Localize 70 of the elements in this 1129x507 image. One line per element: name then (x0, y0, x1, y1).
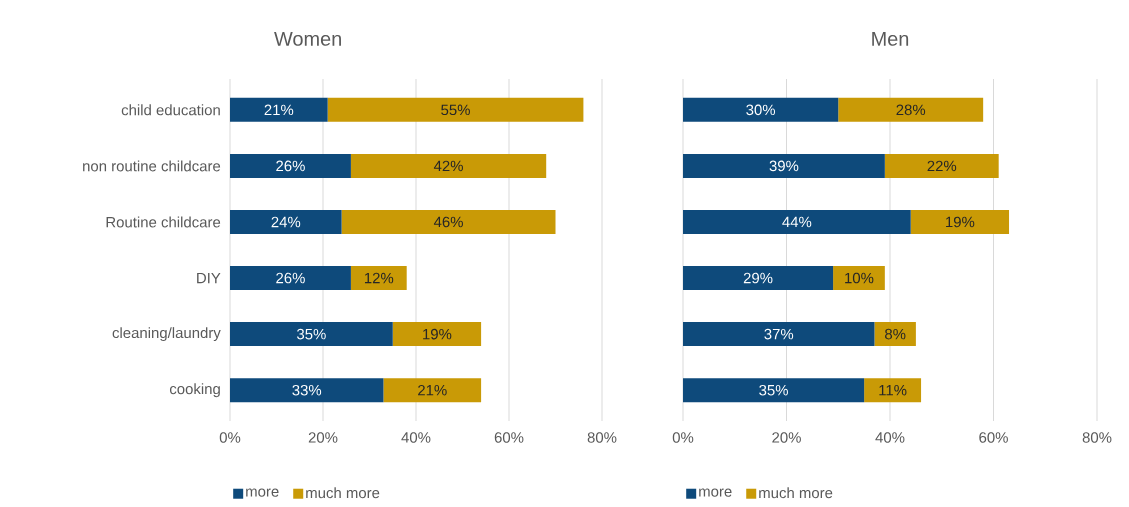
data-label: 26% (276, 160, 305, 172)
x-tick-label: 40% (401, 432, 431, 443)
bar (230, 97, 328, 122)
data-label: 19% (946, 216, 975, 228)
x-tick-label: 0% (672, 432, 694, 443)
bar (683, 266, 834, 291)
bar (683, 209, 911, 234)
bar (833, 266, 885, 291)
data-label: 44% (782, 216, 812, 228)
data-label: 21% (418, 384, 447, 396)
data-label: 29% (743, 272, 773, 284)
legend-label: much more (759, 487, 833, 499)
data-label: 35% (296, 328, 326, 340)
data-label: 10% (845, 272, 874, 284)
legend-label: more (246, 488, 279, 497)
x-tick-label: 0% (219, 432, 241, 443)
x-tick-label: 60% (494, 432, 524, 443)
data-label: 22% (927, 160, 957, 172)
bar (683, 97, 839, 122)
y-tick-label: non routine childcare (83, 160, 221, 172)
bar (392, 322, 482, 347)
bar (683, 378, 865, 403)
data-label: 26% (276, 272, 305, 284)
data-label: 21% (264, 104, 294, 116)
bar (838, 97, 984, 122)
y-tick-label: cooking (169, 383, 220, 398)
y-tick-label: Routine childcare (106, 216, 221, 228)
bar (341, 209, 556, 234)
bar (864, 378, 922, 403)
x-tick-label: 80% (587, 432, 617, 443)
bar (683, 153, 885, 178)
data-label: 24% (271, 216, 301, 228)
legend-label: much more (306, 487, 380, 499)
bar (327, 97, 584, 122)
data-label: 19% (423, 328, 452, 340)
data-label: 55% (441, 104, 470, 116)
data-label: 12% (364, 272, 394, 284)
chart-title: Women (274, 31, 341, 46)
data-label: 35% (759, 384, 788, 396)
x-tick-label: 40% (875, 432, 905, 443)
chart-title: Men (872, 31, 909, 46)
y-tick-label: cleaning/laundry (112, 327, 221, 342)
bar (350, 266, 407, 291)
y-tick-label: DIY (197, 272, 221, 284)
bar (874, 322, 916, 347)
data-label: 30% (746, 104, 776, 116)
y-tick-label: child education (121, 104, 220, 116)
legend-label: more (699, 488, 732, 497)
bar (230, 153, 351, 178)
x-tick-label: 60% (979, 432, 1008, 443)
bar (230, 209, 342, 234)
bar (230, 378, 384, 403)
bar (683, 322, 875, 347)
data-label: 8% (885, 328, 906, 340)
data-label: 28% (896, 104, 926, 116)
data-label: 42% (433, 160, 463, 172)
data-label: 46% (433, 216, 463, 228)
bar (350, 153, 547, 178)
x-tick-label: 20% (772, 432, 801, 443)
x-tick-label: 20% (308, 432, 338, 443)
data-label: 39% (769, 160, 799, 172)
data-label: 33% (292, 384, 322, 396)
data-label: 37% (764, 328, 794, 340)
bar (230, 266, 351, 291)
x-tick-label: 80% (1082, 432, 1112, 443)
bar (383, 378, 482, 403)
data-label: 11% (879, 384, 907, 396)
bar (910, 209, 1010, 234)
bar (230, 322, 393, 347)
bar (884, 153, 999, 178)
